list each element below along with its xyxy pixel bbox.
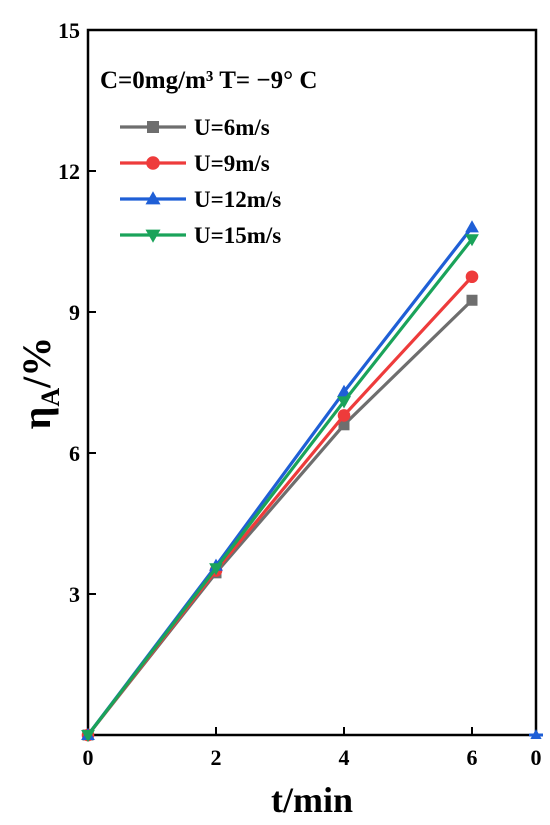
legend-label: U=15m/s bbox=[194, 223, 281, 248]
series-line bbox=[86, 275, 474, 736]
data-point bbox=[209, 563, 223, 576]
data-point bbox=[338, 419, 350, 431]
x-tick-label: 4 bbox=[339, 745, 350, 770]
edge-marker bbox=[529, 729, 543, 740]
series-4 bbox=[81, 234, 479, 743]
legend-marker bbox=[145, 229, 161, 243]
data-point bbox=[465, 234, 479, 247]
y-tick-label: 15 bbox=[58, 18, 80, 43]
data-point bbox=[337, 384, 351, 397]
legend-label: U=9m/s bbox=[194, 151, 270, 176]
legend-marker bbox=[146, 156, 160, 170]
x-tick-label: 0 bbox=[83, 745, 94, 770]
y-tick-label: 3 bbox=[69, 582, 80, 607]
y-tick-label: 9 bbox=[69, 300, 80, 325]
data-point bbox=[81, 730, 95, 743]
plot-frame bbox=[86, 28, 538, 737]
series-line bbox=[86, 238, 474, 736]
y-axis-label-subscript: A bbox=[36, 388, 65, 407]
data-point bbox=[337, 396, 351, 409]
legend-label: U=6m/s bbox=[194, 115, 270, 140]
y-tick-label: 6 bbox=[69, 441, 80, 466]
legend-item: U=6m/s bbox=[120, 115, 270, 140]
data-point bbox=[465, 220, 479, 233]
data-point bbox=[337, 409, 351, 422]
legend-marker bbox=[145, 191, 161, 205]
legend-item: U=9m/s bbox=[120, 151, 270, 176]
series-3 bbox=[81, 220, 479, 740]
data-point bbox=[466, 294, 478, 306]
series-2 bbox=[81, 270, 479, 742]
y-axis-label-unit: /% bbox=[14, 337, 59, 389]
x-tick-label: 2 bbox=[211, 745, 222, 770]
y-axis-label: ηA/% bbox=[14, 337, 65, 430]
legend-marker bbox=[147, 121, 159, 133]
x-tick-label: 6 bbox=[467, 745, 478, 770]
y-tick-label: 12 bbox=[58, 159, 80, 184]
legend-item: U=15m/s bbox=[120, 223, 281, 248]
series-line bbox=[86, 299, 474, 736]
legend-label: U=12m/s bbox=[194, 187, 281, 212]
x-axis-label: t/min bbox=[271, 780, 353, 820]
chart-annotation: C=0mg/m³ T= −9° C bbox=[100, 67, 317, 94]
legend-item: U=12m/s bbox=[120, 187, 281, 212]
edge-marker-point bbox=[530, 729, 542, 740]
series-1 bbox=[82, 294, 478, 741]
x-tick-label-right: 0 bbox=[531, 745, 542, 770]
y-axis-label-symbol: η bbox=[14, 407, 59, 430]
data-point bbox=[465, 270, 479, 284]
